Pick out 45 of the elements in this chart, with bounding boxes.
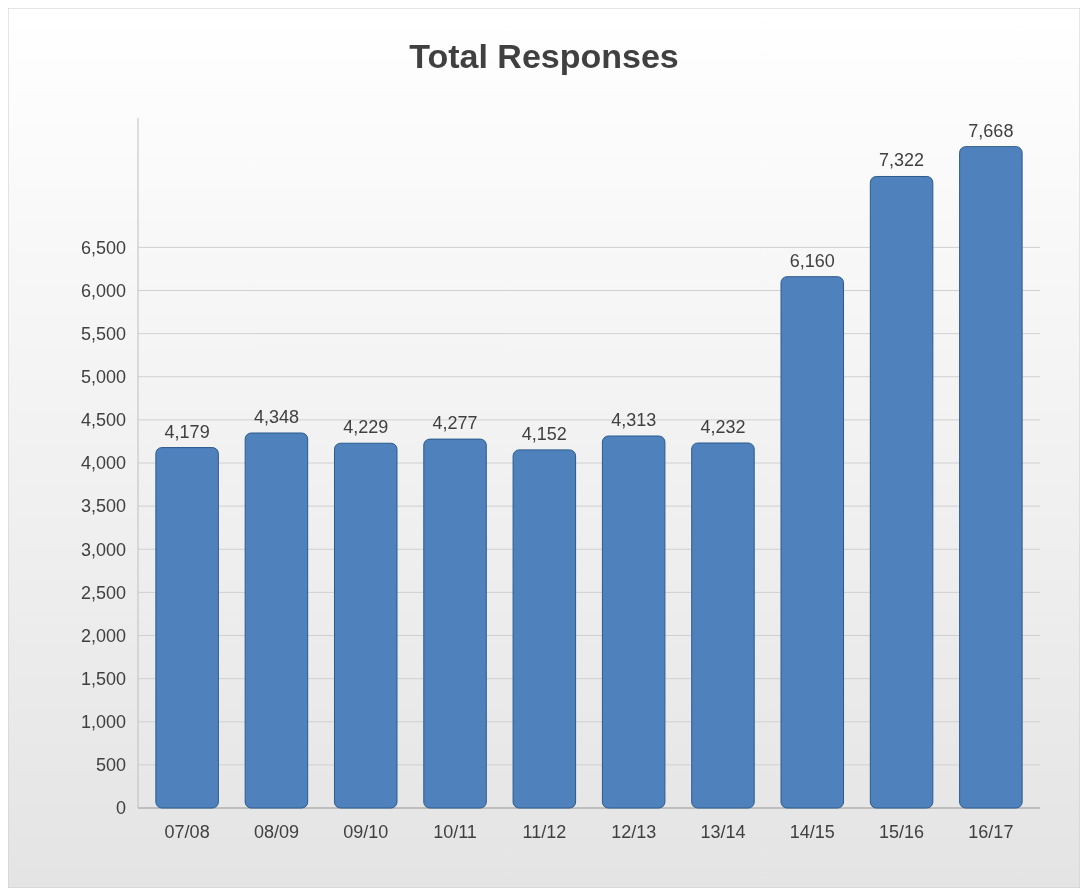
y-tick-label: 0 <box>115 798 126 819</box>
data-label: 4,179 <box>164 421 210 442</box>
bar <box>780 276 845 809</box>
y-tick-label: 3,500 <box>80 496 126 517</box>
x-tick-label: 14/15 <box>789 822 835 842</box>
y-tick-label: 500 <box>95 755 126 776</box>
y-tick-label: 6,500 <box>80 237 126 258</box>
y-tick-label: 3,000 <box>80 539 126 560</box>
data-label: 4,152 <box>521 423 567 444</box>
bar <box>691 442 755 809</box>
bar <box>423 438 487 809</box>
y-tick-label: 1,500 <box>80 668 126 689</box>
y-tick-label: 4,500 <box>80 410 126 431</box>
x-tick-label: 07/08 <box>164 822 210 842</box>
x-tick-label: 09/10 <box>343 822 389 842</box>
y-tick-label: 2,500 <box>80 582 126 603</box>
bar <box>601 435 666 809</box>
bar <box>155 447 219 809</box>
x-tick-label: 13/14 <box>700 822 746 842</box>
bar <box>512 449 577 809</box>
chart-title: Total Responses <box>409 37 679 75</box>
data-label: 7,668 <box>968 120 1014 141</box>
x-tick-label: 12/13 <box>611 822 657 842</box>
y-tick-label: 2,000 <box>80 625 126 646</box>
y-tick-label: 1,000 <box>80 712 126 733</box>
bar <box>869 175 934 809</box>
x-tick-label: 10/11 <box>433 822 477 842</box>
data-label: 6,160 <box>789 250 835 271</box>
data-label: 4,229 <box>343 417 389 438</box>
bar <box>959 146 1023 809</box>
x-tick-label: 15/16 <box>879 822 925 842</box>
y-tick-label: 4,000 <box>80 453 126 474</box>
x-tick-label: 11/12 <box>522 822 567 842</box>
bar <box>333 442 398 809</box>
data-label: 4,277 <box>432 413 478 434</box>
x-tick-label: 08/09 <box>253 822 299 842</box>
data-label: 4,313 <box>611 410 657 430</box>
data-label: 4,232 <box>700 416 746 437</box>
y-tick-label: 5,000 <box>80 367 126 388</box>
data-label: 4,348 <box>253 406 299 427</box>
bar <box>244 432 309 809</box>
y-tick-label: 6,000 <box>80 280 126 301</box>
data-label: 7,322 <box>879 150 925 171</box>
x-tick-label: 16/17 <box>968 822 1014 842</box>
y-tick-label: 5,500 <box>80 323 126 344</box>
